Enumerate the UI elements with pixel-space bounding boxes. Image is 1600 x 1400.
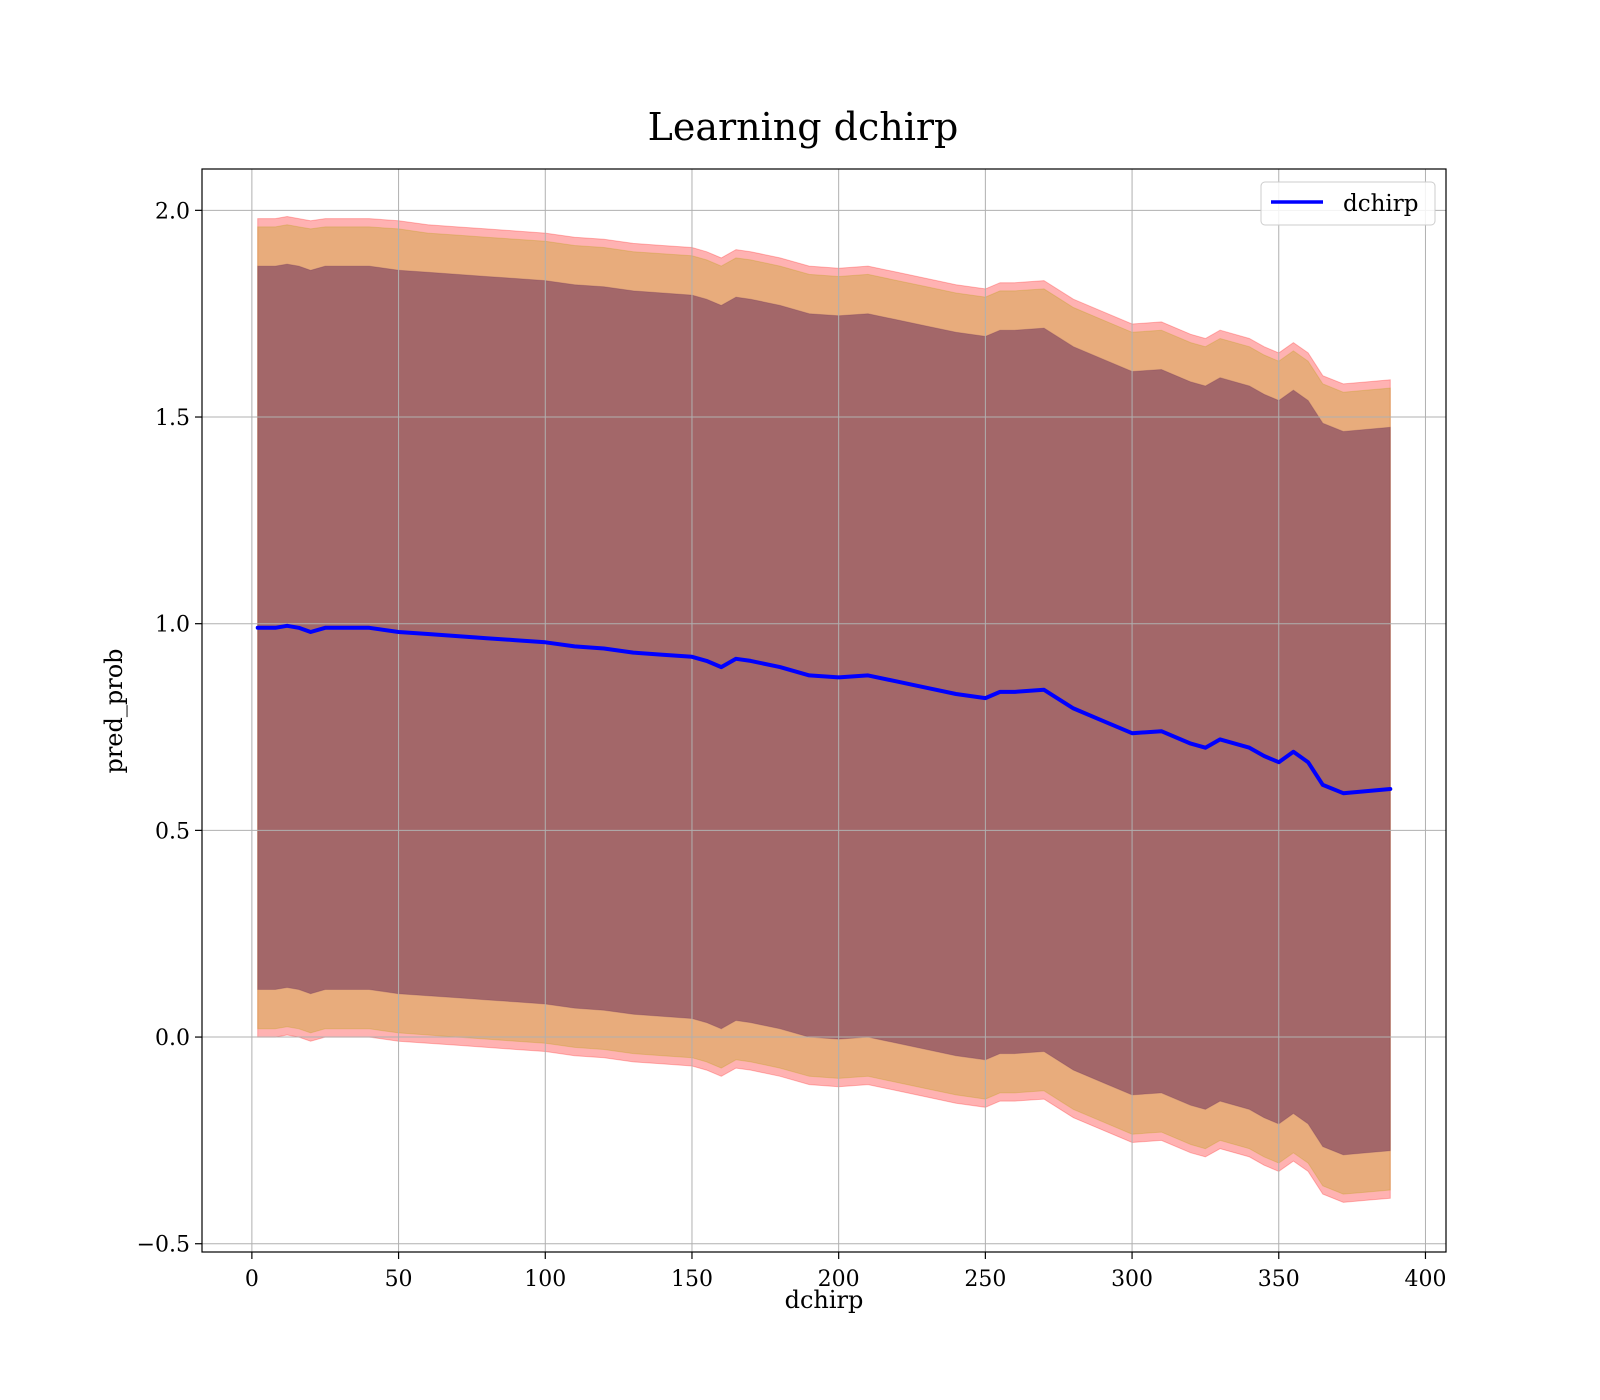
- legend-label-dchirp: dchirp: [1343, 191, 1419, 217]
- x-tick-label-1: 50: [385, 1267, 413, 1292]
- x-tick-label-7: 350: [1258, 1267, 1300, 1292]
- x-tick-label-4: 200: [818, 1267, 860, 1292]
- x-axis-ticks: 0 50 100 150 200 250 300 350 400: [245, 1252, 1446, 1292]
- x-tick-label-3: 150: [671, 1267, 713, 1292]
- y-tick-label-5: 2.0: [155, 199, 190, 224]
- y-tick-label-1: 0.0: [155, 1026, 190, 1051]
- x-axis-label: dchirp: [785, 1286, 864, 1314]
- y-axis-ticks: −0.5 0.0 0.5 1.0 1.5 2.0: [137, 199, 202, 1258]
- x-tick-label-8: 400: [1404, 1267, 1446, 1292]
- y-tick-label-2: 0.5: [155, 819, 190, 844]
- y-tick-label-3: 1.0: [155, 613, 190, 638]
- series-lines: [255, 623, 1393, 796]
- grid-lines: [202, 169, 1446, 1252]
- confidence-bands: [257, 215, 1391, 1203]
- y-tick-label-4: 1.5: [155, 406, 190, 431]
- plot-frame: [201, 168, 1447, 1253]
- legend: dchirp: [1260, 181, 1436, 226]
- x-tick-label-5: 250: [964, 1267, 1006, 1292]
- legend-box: [1260, 181, 1436, 226]
- x-tick-label-2: 100: [524, 1267, 566, 1292]
- y-tick-label-0: −0.5: [137, 1233, 190, 1258]
- band-2: [257, 263, 1391, 1156]
- chart-title: Learning dchirp: [648, 105, 959, 149]
- x-tick-label-0: 0: [245, 1267, 259, 1292]
- series-line-dchirp: [255, 623, 1393, 796]
- y-axis-label: pred_prob: [100, 648, 128, 773]
- x-tick-label-6: 300: [1111, 1267, 1153, 1292]
